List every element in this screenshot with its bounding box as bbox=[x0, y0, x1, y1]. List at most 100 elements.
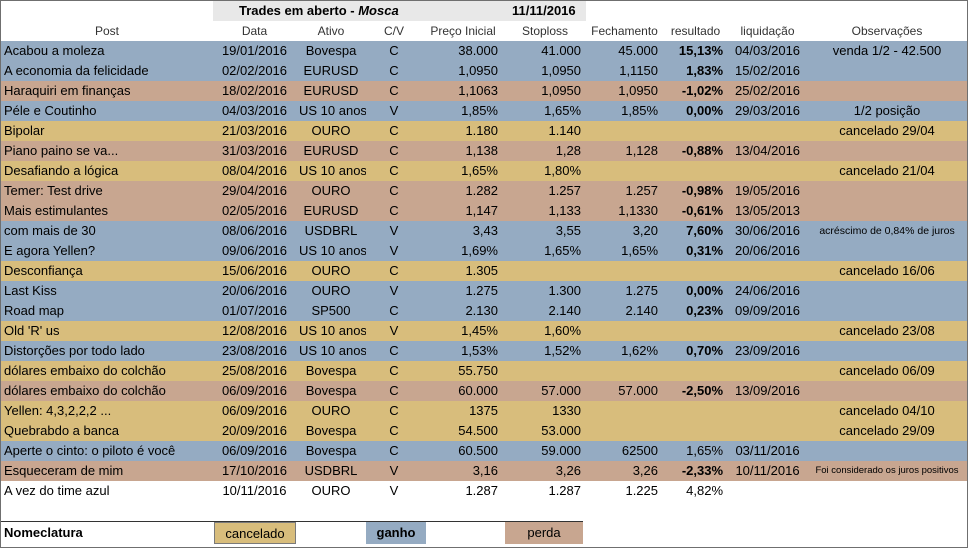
cell-post[interactable]: Road map bbox=[1, 301, 213, 321]
cell-res[interactable]: -0,98% bbox=[663, 181, 729, 201]
cell-cv[interactable]: C bbox=[366, 181, 422, 201]
cell-cv[interactable]: C bbox=[366, 361, 422, 381]
cell-res[interactable]: -1,02% bbox=[663, 81, 729, 101]
cell-post[interactable]: Acabou a moleza bbox=[1, 41, 213, 61]
cell-stop[interactable]: 1,60% bbox=[504, 321, 587, 341]
cell-liq[interactable] bbox=[728, 321, 808, 341]
cell-post[interactable]: Last Kiss bbox=[1, 281, 213, 301]
cell-res[interactable]: 1,83% bbox=[663, 61, 729, 81]
cell-data[interactable]: 21/03/2016 bbox=[213, 121, 296, 141]
cell-liq[interactable] bbox=[728, 361, 808, 381]
cell-fech[interactable]: 1,65% bbox=[586, 241, 664, 261]
table-row[interactable]: Quebrabdo a banca 20/09/2016 Bovespa C 54.50… bbox=[1, 421, 967, 441]
header-ativo[interactable]: Ativo bbox=[296, 21, 366, 41]
cell-cv[interactable]: V bbox=[366, 241, 422, 261]
cell-stop[interactable] bbox=[504, 361, 587, 381]
table-row[interactable]: Distorções por todo lado 23/08/2016 US 10 … bbox=[1, 341, 967, 361]
cell-data[interactable]: 09/06/2016 bbox=[213, 241, 296, 261]
cell-fech[interactable]: 1,128 bbox=[586, 141, 664, 161]
cell-ativo[interactable]: US 10 anos bbox=[296, 321, 366, 341]
cell-liq[interactable]: 03/11/2016 bbox=[728, 441, 808, 461]
cell-liq[interactable]: 30/06/2016 bbox=[728, 221, 808, 241]
header-preco[interactable]: Preço Inicial bbox=[422, 21, 504, 41]
cell-liq[interactable]: 23/09/2016 bbox=[728, 341, 808, 361]
cell-res[interactable] bbox=[663, 121, 729, 141]
cell-data[interactable]: 01/07/2016 bbox=[213, 301, 296, 321]
cell-stop[interactable]: 1,80% bbox=[504, 161, 587, 181]
cell-stop[interactable]: 1.300 bbox=[504, 281, 587, 301]
cell-preco[interactable]: 60.500 bbox=[422, 441, 504, 461]
cell-post[interactable]: com mais de 30 bbox=[1, 221, 213, 241]
cell-preco[interactable]: 1.305 bbox=[422, 261, 504, 281]
cell-liq[interactable]: 13/04/2016 bbox=[728, 141, 808, 161]
cell-fech[interactable] bbox=[586, 321, 664, 341]
cell-obs[interactable] bbox=[807, 301, 967, 321]
table-row[interactable]: A vez do time azul 10/11/2016 OURO V 1.287 1.… bbox=[1, 481, 967, 501]
cell-preco[interactable]: 55.750 bbox=[422, 361, 504, 381]
cell-obs[interactable]: cancelado 04/10 bbox=[807, 401, 967, 421]
table-row[interactable]: com mais de 30 08/06/2016 USDBRL V 3,43 3,55 3… bbox=[1, 221, 967, 241]
cell-res[interactable] bbox=[663, 361, 729, 381]
cell-obs[interactable] bbox=[807, 61, 967, 81]
table-row[interactable]: Haraquiri em finanças 18/02/2016 EURUSD C 1,… bbox=[1, 81, 967, 101]
cell-fech[interactable]: 1,0950 bbox=[586, 81, 664, 101]
cell-preco[interactable]: 1,85% bbox=[422, 101, 504, 121]
cell-preco[interactable]: 1,138 bbox=[422, 141, 504, 161]
cell-fech[interactable]: 1,62% bbox=[586, 341, 664, 361]
cell-post[interactable]: Desafiando a lógica bbox=[1, 161, 213, 181]
cell-liq[interactable]: 10/11/2016 bbox=[728, 461, 808, 481]
cell-ativo[interactable]: OURO bbox=[296, 261, 366, 281]
cell-preco[interactable]: 1375 bbox=[422, 401, 504, 421]
cell-obs[interactable]: venda 1/2 - 42.500 bbox=[807, 41, 967, 61]
table-row[interactable]: Acabou a moleza 19/01/2016 Bovespa C 38.000 4… bbox=[1, 41, 967, 61]
cell-data[interactable]: 10/11/2016 bbox=[213, 481, 296, 501]
cell-post[interactable]: A economia da felicidade bbox=[1, 61, 213, 81]
cell-liq[interactable]: 13/05/2013 bbox=[728, 201, 808, 221]
cell-obs[interactable]: cancelado 29/09 bbox=[807, 421, 967, 441]
cell-data[interactable]: 23/08/2016 bbox=[213, 341, 296, 361]
cell-preco[interactable]: 2.130 bbox=[422, 301, 504, 321]
cell-obs[interactable]: 1/2 posição bbox=[807, 101, 967, 121]
cell-liq[interactable] bbox=[728, 481, 808, 501]
cell-cv[interactable]: C bbox=[366, 341, 422, 361]
cell-ativo[interactable]: USDBRL bbox=[296, 221, 366, 241]
cell-liq[interactable] bbox=[728, 261, 808, 281]
cell-fech[interactable] bbox=[586, 121, 664, 141]
cell-post[interactable]: Bipolar bbox=[1, 121, 213, 141]
cell-preco[interactable]: 1,53% bbox=[422, 341, 504, 361]
cell-res[interactable]: -0,61% bbox=[663, 201, 729, 221]
table-row[interactable]: Last Kiss 20/06/2016 OURO V 1.275 1.300 1.275 0… bbox=[1, 281, 967, 301]
cell-ativo[interactable]: OURO bbox=[296, 181, 366, 201]
cell-ativo[interactable]: US 10 anos bbox=[296, 241, 366, 261]
table-row[interactable]: Aperte o cinto: o piloto é você 06/09/201… bbox=[1, 441, 967, 461]
cell-ativo[interactable]: SP500 bbox=[296, 301, 366, 321]
cell-cv[interactable]: C bbox=[366, 441, 422, 461]
cell-obs[interactable]: cancelado 21/04 bbox=[807, 161, 967, 181]
cell-stop[interactable]: 59.000 bbox=[504, 441, 587, 461]
cell-res[interactable]: 7,60% bbox=[663, 221, 729, 241]
cell-ativo[interactable]: Bovespa bbox=[296, 381, 366, 401]
cell-cv[interactable]: C bbox=[366, 261, 422, 281]
cell-post[interactable]: Péle e Coutinho bbox=[1, 101, 213, 121]
table-row[interactable]: Mais estimulantes 02/05/2016 EURUSD C 1,147 1… bbox=[1, 201, 967, 221]
cell-preco[interactable]: 38.000 bbox=[422, 41, 504, 61]
table-row[interactable]: dólares embaixo do colchão 06/09/2016 Bove… bbox=[1, 381, 967, 401]
cell-stop[interactable]: 1,0950 bbox=[504, 81, 587, 101]
cell-preco[interactable]: 1,1063 bbox=[422, 81, 504, 101]
cell-preco[interactable]: 1,45% bbox=[422, 321, 504, 341]
cell-post[interactable]: Distorções por todo lado bbox=[1, 341, 213, 361]
cell-fech[interactable]: 45.000 bbox=[586, 41, 664, 61]
table-row[interactable]: Temer: Test drive 29/04/2016 OURO C 1.282 1.2… bbox=[1, 181, 967, 201]
cell-fech[interactable]: 3,20 bbox=[586, 221, 664, 241]
cell-preco[interactable]: 1.287 bbox=[422, 481, 504, 501]
table-row[interactable]: Desafiando a lógica 08/04/2016 US 10 anos C… bbox=[1, 161, 967, 181]
header-post[interactable]: Post bbox=[1, 21, 213, 41]
cell-ativo[interactable]: EURUSD bbox=[296, 141, 366, 161]
cell-post[interactable]: Aperte o cinto: o piloto é você bbox=[1, 441, 213, 461]
table-row[interactable]: Péle e Coutinho 04/03/2016 US 10 anos V 1,85… bbox=[1, 101, 967, 121]
cell-data[interactable]: 17/10/2016 bbox=[213, 461, 296, 481]
table-row[interactable]: E agora Yellen? 09/06/2016 US 10 anos V 1,69… bbox=[1, 241, 967, 261]
table-row[interactable]: dólares embaixo do colchão 25/08/2016 Bove… bbox=[1, 361, 967, 381]
cell-fech[interactable]: 1.225 bbox=[586, 481, 664, 501]
cell-ativo[interactable]: Bovespa bbox=[296, 441, 366, 461]
